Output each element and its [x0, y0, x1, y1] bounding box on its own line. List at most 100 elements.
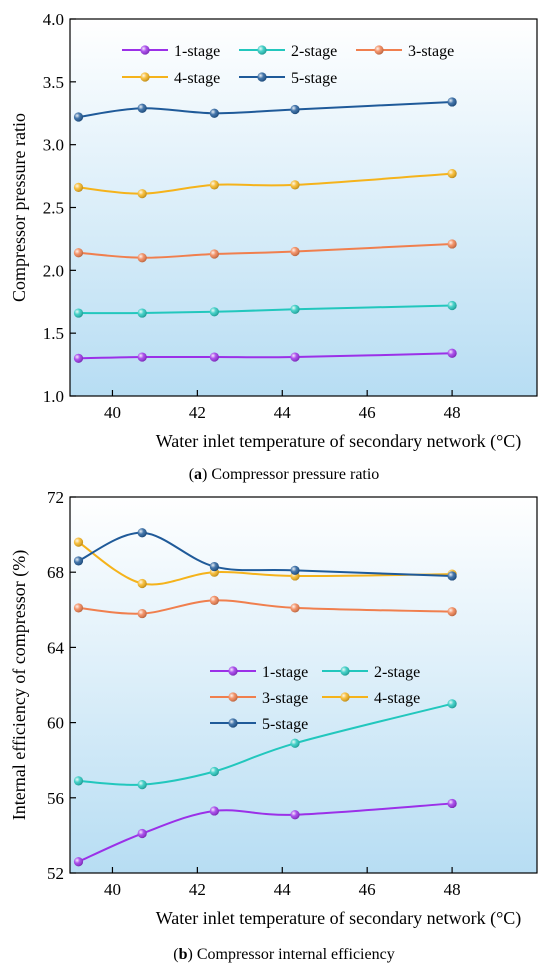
data-point-highlight	[447, 571, 457, 581]
data-point-highlight	[209, 108, 219, 118]
x-tick-label: 44	[274, 880, 292, 899]
data-point-highlight	[447, 300, 457, 311]
data-point-highlight	[447, 97, 457, 107]
data-point-highlight	[209, 766, 219, 777]
data-point-highlight	[209, 806, 219, 816]
series-line-3-stage	[78, 599, 453, 615]
series-line-1-stage	[78, 352, 453, 360]
y-tick-label: 64	[47, 638, 65, 657]
data-point-highlight	[137, 528, 147, 538]
data-point-highlight	[447, 798, 457, 809]
series-line-1-stage	[78, 802, 453, 863]
data-point-highlight	[447, 239, 457, 249]
data-point-highlight	[137, 780, 147, 790]
legend-label: 2-stage	[291, 43, 337, 60]
legend-marker-highlight	[228, 666, 238, 676]
legend-label: 3-stage	[262, 690, 308, 707]
y-tick-label: 2.0	[43, 261, 64, 280]
data-point-highlight	[209, 249, 219, 259]
legend-label: 3-stage	[408, 43, 454, 60]
y-tick-label: 1.0	[43, 387, 64, 406]
x-tick-label: 48	[444, 403, 461, 422]
data-point-highlight	[290, 738, 300, 748]
y-axis-title: Compressor pressure ratio	[9, 113, 29, 302]
series-line-5-stage	[78, 100, 453, 119]
data-point-highlight	[73, 248, 84, 258]
legend-label: 5-stage	[262, 716, 308, 733]
x-tick-label: 42	[189, 403, 206, 422]
y-tick-label: 68	[47, 563, 64, 582]
data-point-highlight	[73, 537, 84, 547]
data-point-highlight	[209, 595, 219, 606]
x-tick-label: 40	[104, 880, 121, 899]
data-point-highlight	[290, 246, 300, 257]
legend-label: 5-stage	[291, 70, 337, 87]
data-point-highlight	[73, 776, 84, 786]
legend-marker-highlight	[140, 45, 150, 55]
data-point-highlight	[137, 189, 147, 199]
series-line-5-stage	[78, 531, 453, 577]
legend-marker-highlight	[228, 718, 238, 728]
data-point-highlight	[209, 307, 219, 317]
caption-a: (a) Compressor pressure ratio	[189, 466, 380, 483]
data-point-highlight	[137, 608, 147, 619]
data-point-highlight	[73, 556, 84, 566]
data-point-highlight	[137, 308, 147, 318]
data-point-highlight	[73, 112, 84, 122]
data-point-highlight	[73, 308, 84, 318]
data-point-highlight	[137, 352, 147, 362]
data-point-highlight	[209, 352, 219, 362]
chart-pressure-ratio: 40 42 44 46 48 1.0 1.5 2.0 2.5 3.0 3.5 4.0 Water inl…	[9, 10, 538, 452]
data-point-highlight	[290, 603, 300, 613]
y-tick-label: 1.5	[43, 324, 64, 343]
legend-label: 4-stage	[374, 690, 420, 707]
x-axis-title: Water inlet temperature of secondary net…	[156, 908, 522, 929]
plot-frame	[69, 496, 538, 874]
caption-b: (b) Compressor internal efficiency	[173, 946, 394, 963]
legend-marker-highlight	[374, 45, 384, 55]
x-tick-label: 48	[444, 880, 461, 899]
y-tick-label: 56	[47, 789, 64, 808]
legend-label: 1-stage	[174, 43, 220, 60]
series-line-2-stage	[78, 304, 453, 315]
data-point-highlight	[447, 699, 457, 709]
y-tick-label: 60	[47, 714, 64, 733]
series-line-4-stage	[77, 541, 453, 586]
x-tick-label: 44	[274, 403, 292, 422]
data-point-highlight	[209, 180, 219, 190]
y-tick-label: 3.0	[43, 136, 64, 155]
data-point-highlight	[447, 168, 457, 179]
data-point-highlight	[447, 348, 457, 358]
data-point-highlight	[447, 607, 457, 617]
plot-background	[70, 497, 537, 873]
x-tick-label: 46	[359, 403, 376, 422]
y-axis-title: Internal efficiency of compressor (%)	[9, 550, 30, 821]
data-point-highlight	[137, 828, 147, 839]
data-point-highlight	[290, 352, 300, 362]
data-point-highlight	[137, 253, 147, 263]
legend-marker-highlight	[228, 692, 238, 702]
series-line-4-stage	[78, 172, 453, 195]
data-point-highlight	[73, 603, 84, 613]
data-point-highlight	[290, 180, 300, 190]
legend-marker-highlight	[257, 72, 267, 82]
y-tick-label: 72	[47, 488, 64, 507]
chart-internal-efficiency: 40 42 44 46 48 52 56 60 64 68 72 Water inlet temper…	[9, 488, 538, 929]
data-point-highlight	[137, 103, 147, 113]
legend-marker-highlight	[140, 72, 150, 82]
data-point-highlight	[290, 304, 300, 314]
y-tick-label: 3.5	[43, 73, 64, 92]
legend-marker-highlight	[257, 45, 267, 55]
x-axis-title: Water inlet temperature of secondary net…	[156, 431, 522, 452]
y-tick-label: 52	[47, 864, 64, 883]
data-point-highlight	[290, 104, 300, 115]
y-tick-label: 2.5	[43, 199, 64, 218]
plot-background	[70, 19, 537, 396]
legend-label: 2-stage	[374, 664, 420, 681]
data-point-highlight	[73, 182, 84, 192]
data-point-highlight	[290, 810, 300, 820]
y-tick-label: 4.0	[43, 10, 64, 29]
legend-label: 4-stage	[174, 70, 220, 87]
data-point-highlight	[73, 857, 84, 867]
